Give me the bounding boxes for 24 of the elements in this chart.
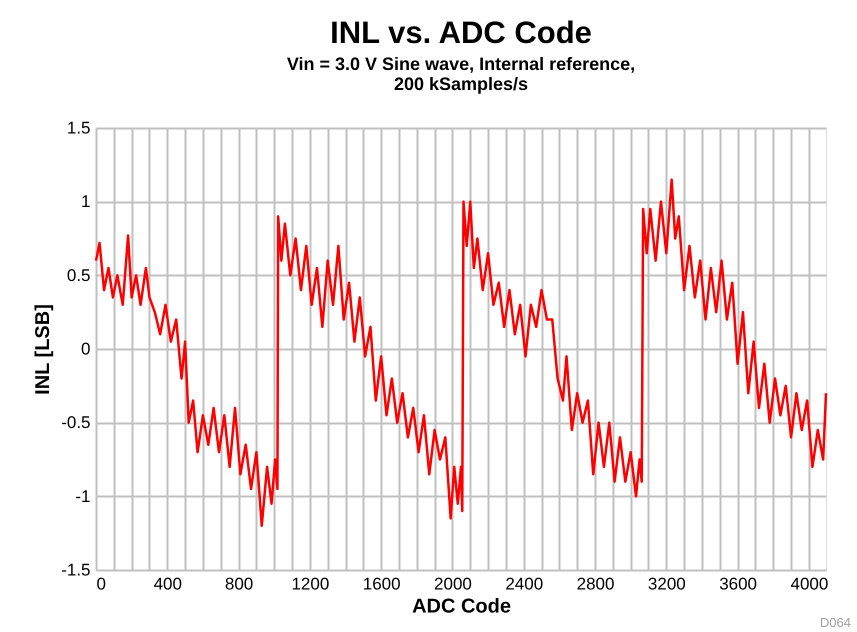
chart-subtitle: Vin = 3.0 V Sine wave, Internal reference, 200 kSamples/s <box>286 54 636 94</box>
line-series <box>94 178 828 528</box>
text: D064 <box>820 615 851 630</box>
x-tick-label: 2400 <box>505 574 544 594</box>
y-tick-label: 0 <box>81 340 90 358</box>
y-tick-label: 1 <box>81 192 90 212</box>
y-tick-label: 0.5 <box>66 266 90 285</box>
chart-title: INL vs. ADC Code <box>330 15 592 50</box>
y-tick-label: -1.5 <box>61 560 90 580</box>
x-axis-title: ADC Code <box>412 596 511 618</box>
x-tick-label: 800 <box>224 574 254 594</box>
x-tick-label: 4000 <box>790 574 828 594</box>
y-tick-label: 1.5 <box>66 118 90 138</box>
x-tick-label: 1600 <box>362 574 401 594</box>
x-tick-label: 2000 <box>434 574 472 594</box>
y-tick-label: -0.5 <box>61 413 90 432</box>
x-tick-label: 0 <box>96 574 106 594</box>
y-axis-title: INL [LSB] <box>32 304 54 395</box>
y-tick-label: -1 <box>75 486 90 506</box>
x-tick-label: 400 <box>154 574 182 594</box>
x-tick-label: 2800 <box>576 574 614 594</box>
x-tick-label: 3600 <box>719 574 758 594</box>
x-tick-label: 3200 <box>648 574 686 594</box>
x-tick-label: 1200 <box>291 574 330 594</box>
